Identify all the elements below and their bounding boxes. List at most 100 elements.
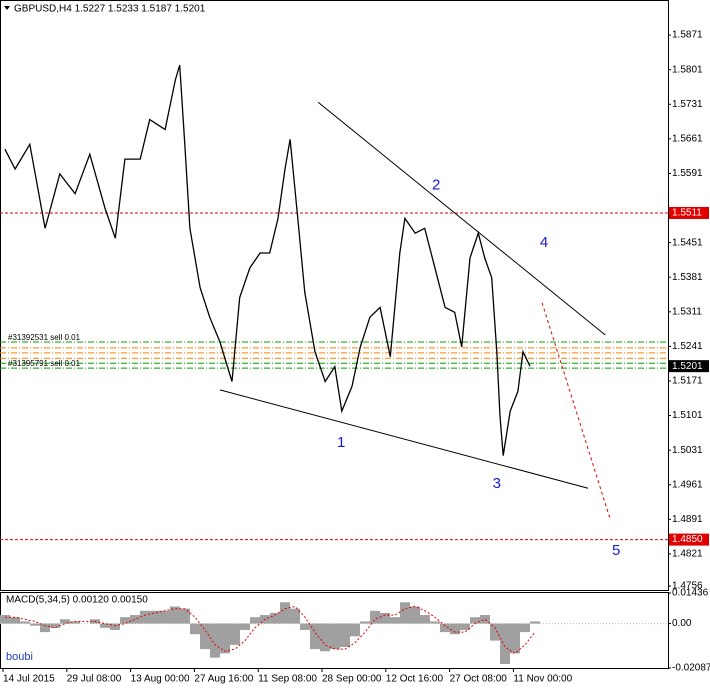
macd-bar xyxy=(269,612,280,624)
macd-bar xyxy=(309,623,320,650)
price-label: 1.5511 xyxy=(672,208,702,219)
wave-label: 4 xyxy=(540,234,548,251)
macd-bar xyxy=(530,621,541,624)
macd-bar xyxy=(349,623,360,637)
macd-bar xyxy=(140,610,151,624)
macd-bar xyxy=(49,623,60,628)
macd-bar xyxy=(510,623,521,654)
macd-bar xyxy=(149,610,160,624)
wave-label: 5 xyxy=(612,542,620,559)
macd-title: MACD(5,34,5) 0.00120 0.00150 xyxy=(6,595,148,606)
macd-bar xyxy=(39,623,50,633)
macd-bar xyxy=(360,621,371,624)
macd-bar xyxy=(9,617,20,624)
macd-bar xyxy=(250,617,261,624)
macd-bar xyxy=(499,623,510,665)
main-panel-frame xyxy=(0,0,669,591)
wave-label: 2 xyxy=(432,176,440,193)
macd-bar xyxy=(159,610,170,624)
macd-panel-frame xyxy=(0,592,669,669)
y-tick-label: 1.5871 xyxy=(672,30,703,41)
macd-bar xyxy=(70,621,81,624)
macd-bar xyxy=(130,615,141,624)
macd-bar xyxy=(379,612,390,624)
macd-bar xyxy=(410,606,421,624)
macd-tick-label: -0.02087 xyxy=(672,663,710,674)
last-price-label: 1.5201 xyxy=(672,361,703,372)
y-tick-label: 1.5241 xyxy=(672,341,703,352)
macd-bar xyxy=(320,623,331,652)
macd-bar xyxy=(440,623,451,633)
price-label-box xyxy=(669,206,709,219)
macd-bar xyxy=(490,623,501,641)
x-tick-label: 11 Sep 08:00 xyxy=(258,674,317,685)
price-label-box xyxy=(669,533,709,546)
macd-bar xyxy=(459,623,470,630)
y-tick-label: 1.5031 xyxy=(672,445,703,456)
macd-bar xyxy=(60,619,71,624)
macd-bar xyxy=(100,623,111,628)
macd-bar xyxy=(180,608,191,624)
macd-bar xyxy=(0,615,10,624)
macd-bar xyxy=(340,623,351,647)
macd-tick-label: 0.00 xyxy=(672,618,692,629)
symbol-icon xyxy=(4,6,10,10)
macd-bar xyxy=(450,623,461,635)
macd-bar xyxy=(419,615,430,624)
x-tick-label: 13 Aug 00:00 xyxy=(131,674,190,685)
y-tick-label: 1.4891 xyxy=(672,514,703,525)
y-tick-label: 1.4821 xyxy=(672,549,703,560)
macd-bar xyxy=(300,623,311,630)
macd-bar xyxy=(330,623,341,650)
trendline xyxy=(541,302,611,519)
y-tick-label: 1.5101 xyxy=(672,410,703,421)
trendline xyxy=(219,389,589,489)
macd-bar xyxy=(210,623,221,658)
order-label: #31392531 sell 0.01 xyxy=(8,333,81,342)
x-tick-label: 27 Aug 16:00 xyxy=(194,674,253,685)
y-tick-label: 1.5661 xyxy=(672,133,703,144)
macd-bar xyxy=(370,610,381,624)
macd-bar xyxy=(30,623,41,626)
macd-bar xyxy=(20,621,31,624)
x-tick-label: 12 Oct 16:00 xyxy=(386,674,444,685)
watermark: boubi xyxy=(6,651,33,663)
macd-bar xyxy=(170,606,181,624)
x-tick-label: 28 Sep 00:00 xyxy=(322,674,382,685)
macd-bar xyxy=(109,623,120,630)
trendline xyxy=(317,101,606,336)
last-price-box xyxy=(669,360,709,373)
macd-bar xyxy=(220,623,231,654)
y-tick-label: 1.5591 xyxy=(672,168,703,179)
y-tick-label: 1.5801 xyxy=(672,64,703,75)
macd-bar xyxy=(189,623,200,635)
macd-bar xyxy=(470,617,481,624)
order-label: #31395791 sell 0.01 xyxy=(8,359,81,368)
y-tick-label: 1.5731 xyxy=(672,99,703,110)
x-tick-label: 27 Oct 08:00 xyxy=(450,674,508,685)
wave-label: 3 xyxy=(493,475,501,492)
macd-bar xyxy=(480,615,491,624)
macd-bar xyxy=(389,617,400,624)
x-tick-label: 11 Nov 00:00 xyxy=(513,674,572,685)
x-tick-label: 14 Jul 2015 xyxy=(3,674,55,685)
macd-bar xyxy=(199,623,210,650)
macd-bar xyxy=(429,621,440,624)
x-tick-label: 29 Jul 08:00 xyxy=(67,674,122,685)
y-tick-label: 1.5311 xyxy=(672,306,702,317)
y-tick-label: 1.4961 xyxy=(672,479,703,490)
macd-bar xyxy=(229,623,240,645)
macd-bar xyxy=(400,602,411,624)
macd-bar xyxy=(119,617,130,624)
chart-title: GBPUSD,H4 1.5227 1.5233 1.5187 1.5201 xyxy=(14,4,206,15)
y-tick-label: 1.5381 xyxy=(672,272,703,283)
y-tick-label: 1.4756 xyxy=(672,581,703,592)
y-tick-label: 1.5171 xyxy=(672,376,703,387)
macd-bar xyxy=(280,602,291,624)
wave-label: 1 xyxy=(337,434,345,451)
price-line xyxy=(4,65,531,456)
y-tick-label: 1.5451 xyxy=(672,237,703,248)
macd-bar xyxy=(239,623,250,630)
